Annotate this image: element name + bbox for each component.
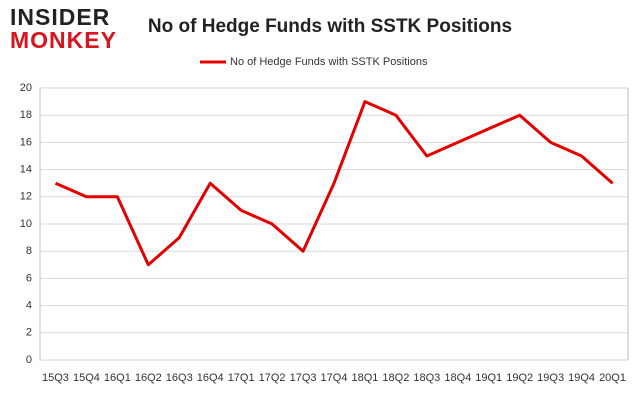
x-tick-label: 18Q3: [413, 372, 440, 384]
x-tick-label: 18Q2: [382, 372, 409, 384]
x-tick-label: 17Q4: [321, 372, 348, 384]
x-tick-label: 16Q3: [166, 372, 193, 384]
legend-label: No of Hedge Funds with SSTK Positions: [230, 56, 428, 68]
data-line: [54, 100, 614, 267]
y-tick-label: 6: [26, 272, 32, 284]
y-tick-label: 8: [26, 245, 32, 257]
y-tick-label: 16: [20, 136, 32, 148]
y-tick-label: 18: [20, 109, 32, 121]
x-tick-label: 20Q1: [599, 372, 626, 384]
y-tick-label: 20: [20, 82, 32, 94]
x-tick-label: 17Q3: [290, 372, 317, 384]
x-tick-label: 19Q3: [537, 372, 564, 384]
chart-title: No of Hedge Funds with SSTK Positions: [148, 16, 512, 37]
y-tick-label: 2: [26, 327, 32, 339]
x-tick-label: 19Q1: [475, 372, 502, 384]
logo-bottom: MONKEY: [10, 27, 117, 53]
y-tick-label: 14: [20, 164, 32, 176]
y-tick-label: 12: [20, 191, 32, 203]
x-tick-label: 15Q4: [73, 372, 100, 384]
x-tick-label: 15Q3: [42, 372, 69, 384]
x-tick-label: 19Q2: [506, 372, 533, 384]
x-tick-label: 16Q1: [104, 372, 131, 384]
x-tick-label: 18Q4: [444, 372, 471, 384]
logo-top: INSIDER: [10, 4, 110, 30]
x-tick-label: 16Q4: [197, 372, 224, 384]
x-tick-label: 19Q4: [568, 372, 595, 384]
x-tick-label: 18Q1: [351, 372, 378, 384]
x-tick-label: 17Q1: [228, 372, 255, 384]
y-tick-label: 4: [26, 300, 32, 312]
y-tick-label: 0: [26, 354, 32, 366]
x-tick-label: 16Q2: [135, 372, 162, 384]
y-tick-label: 10: [20, 218, 32, 230]
x-tick-label: 17Q2: [259, 372, 286, 384]
